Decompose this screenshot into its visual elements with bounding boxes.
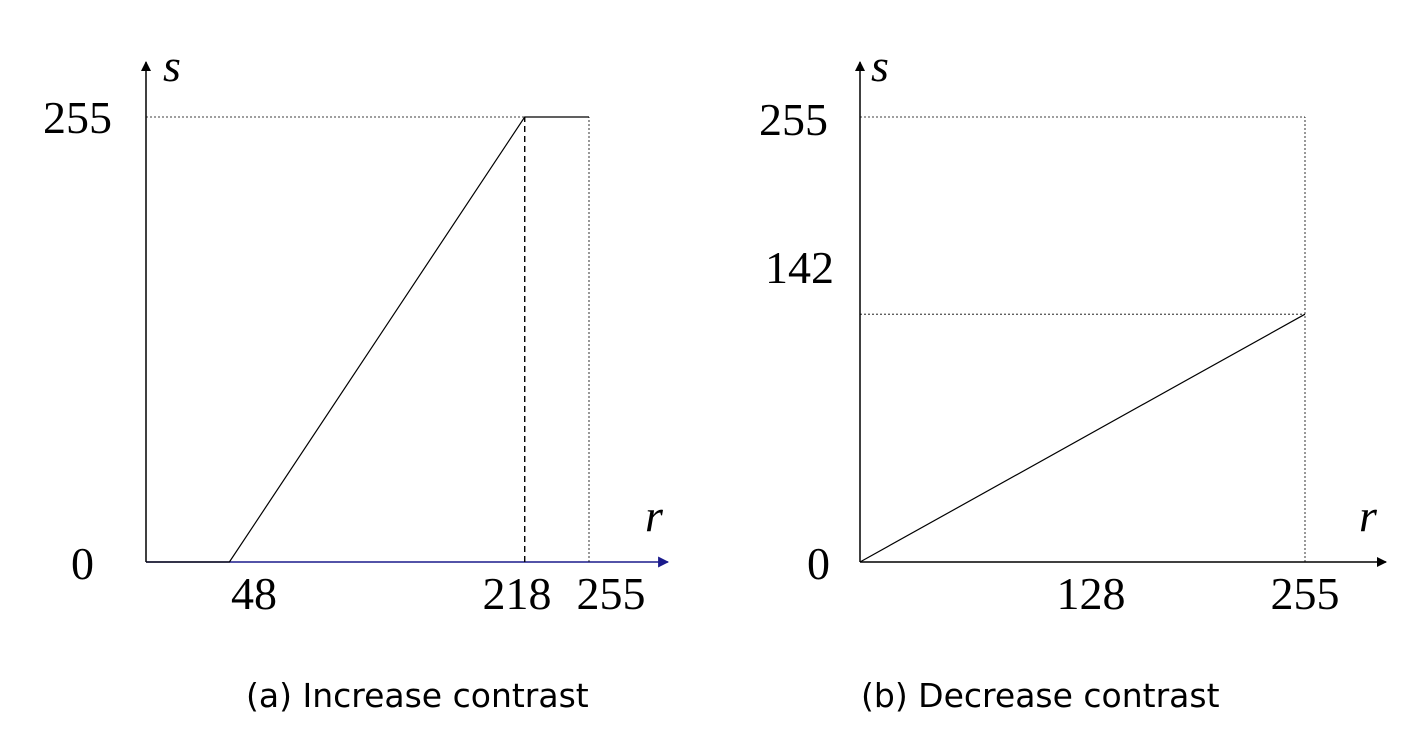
caption-b: (b) Decrease contrast (861, 676, 1220, 715)
y-tick-0-b: 0 (807, 538, 830, 589)
caption-a: (a) Increase contrast (246, 676, 589, 715)
y-tick-255-a: 255 (43, 92, 112, 143)
y-tick-255-b: 255 (759, 94, 828, 145)
y-tick-0-a: 0 (71, 538, 94, 589)
x-tick-255-b: 255 (1271, 568, 1340, 619)
panel-a: s r 255 0 48 218 255 (43, 40, 670, 619)
transform-curve-b (859, 313, 1306, 563)
x-axis-label-b: r (1359, 490, 1378, 541)
x-tick-48-a: 48 (231, 568, 277, 619)
y-axis-label-b: s (871, 40, 889, 91)
x-axis-label-a: r (645, 490, 664, 541)
panel-b: s r 255 142 0 128 255 (759, 40, 1387, 619)
x-tick-128-b: 128 (1057, 568, 1126, 619)
transform-curve-a (146, 116, 589, 563)
y-tick-142-b: 142 (765, 242, 834, 293)
x-tick-218-a: 218 (483, 568, 552, 619)
y-axis-label-a: s (163, 40, 181, 91)
x-tick-255-a: 255 (577, 568, 646, 619)
